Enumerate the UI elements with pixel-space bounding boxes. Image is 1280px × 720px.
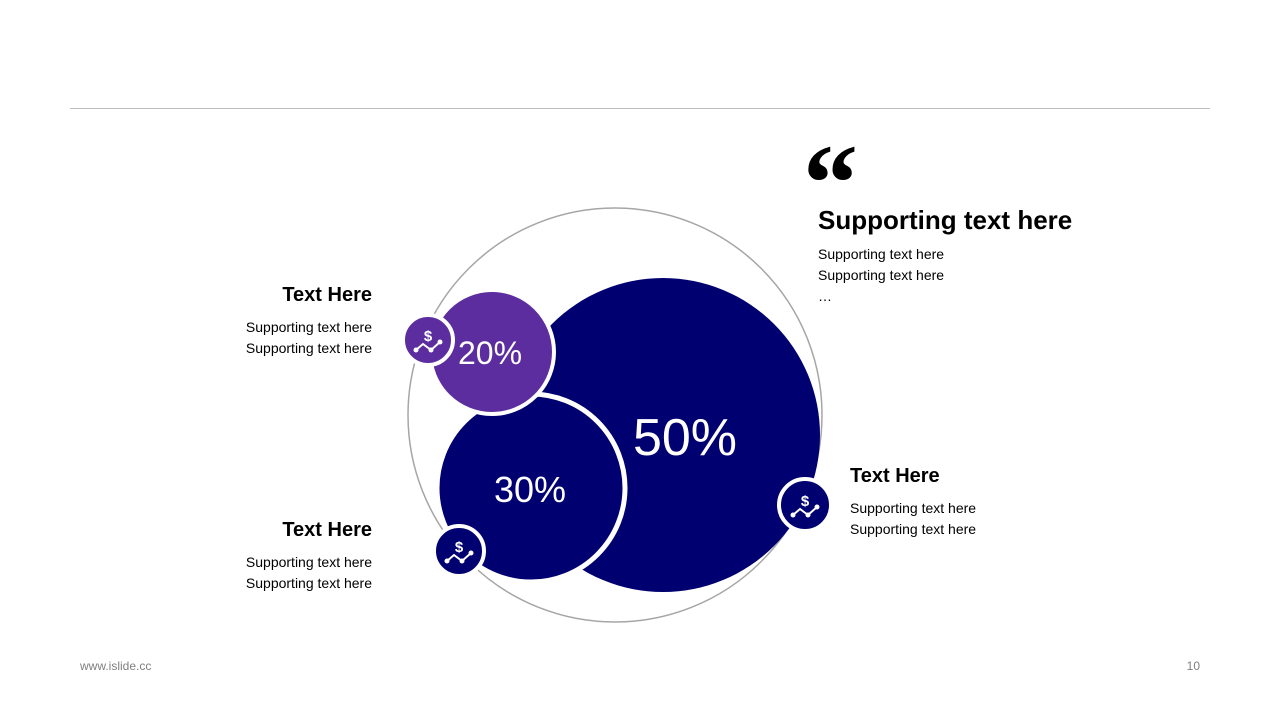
- quote-title: Supporting text here: [818, 205, 1073, 235]
- outer-ring: [407, 207, 823, 623]
- callout-line: Supporting text here: [245, 319, 372, 335]
- callout-bottom-left: Text Here Supporting text here Supportin…: [246, 519, 372, 594]
- callout-line: Supporting text here: [245, 575, 372, 591]
- segment-50-label: 50%: [633, 409, 737, 467]
- callout-title: Text Here: [850, 465, 940, 487]
- callout-line: Supporting text here: [245, 554, 372, 570]
- quote-line: Supporting text here: [818, 246, 945, 262]
- quote-line: Supporting text here: [818, 267, 945, 283]
- callout-top-left: Text Here Supporting text here Supportin…: [246, 284, 372, 359]
- quote-block: Supporting text here Supporting text her…: [818, 205, 1072, 307]
- segment-30-label: 30%: [494, 469, 566, 510]
- callout-line: Supporting text here: [245, 340, 372, 356]
- segment-20-label: 20%: [458, 335, 522, 371]
- dollar-trend-icon: $: [432, 524, 486, 578]
- footer-website: www.islide.cc: [80, 659, 152, 673]
- callout-line: Supporting text here: [850, 521, 977, 537]
- svg-text:$: $: [455, 539, 464, 556]
- header-divider: [70, 108, 1210, 109]
- callout-title: Text Here: [282, 284, 372, 306]
- dollar-trend-icon: $: [777, 477, 833, 533]
- svg-text:$: $: [424, 328, 433, 345]
- svg-text:$: $: [801, 493, 810, 510]
- quote-mark-icon: “: [803, 122, 858, 244]
- dollar-trend-icon: $: [401, 313, 455, 367]
- page-number: 10: [1186, 659, 1200, 673]
- callout-line: Supporting text here: [850, 500, 977, 516]
- callout-title: Text Here: [282, 519, 372, 541]
- callout-right: Text Here Supporting text here Supportin…: [850, 465, 976, 540]
- quote-line: …: [818, 288, 832, 304]
